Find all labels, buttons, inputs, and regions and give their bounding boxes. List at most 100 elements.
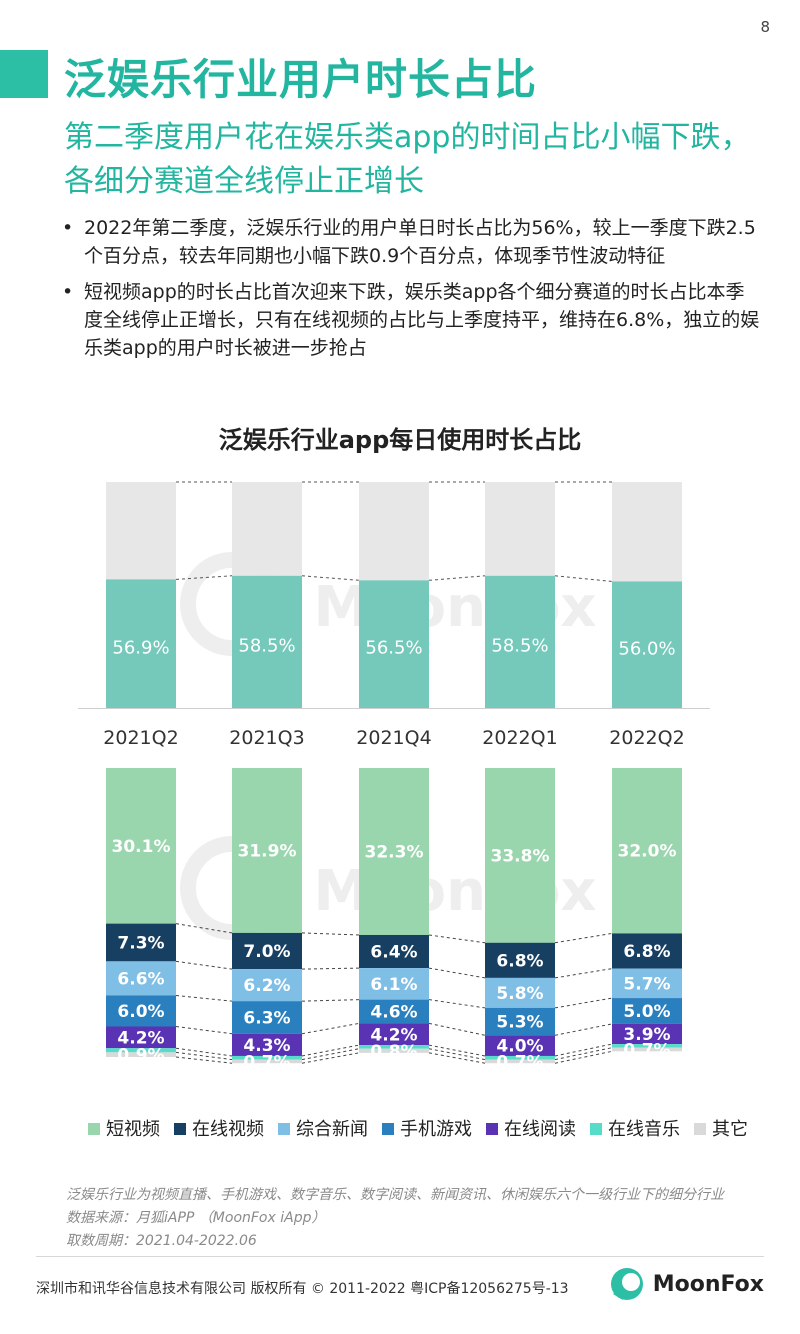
data-label: 58.5% (238, 636, 295, 657)
data-label: 7.0% (243, 942, 290, 962)
x-tick-label: 2022Q1 (482, 727, 557, 749)
data-label: 32.3% (365, 842, 424, 862)
page-number: 8 (760, 18, 770, 36)
bar-entertainment (232, 575, 302, 708)
x-tick-label: 2021Q4 (356, 727, 431, 749)
bar-segment (485, 1059, 555, 1064)
data-label: 6.2% (243, 976, 290, 996)
connector-line (175, 960, 233, 970)
bar-segment (232, 969, 302, 1002)
legend-swatch (694, 1123, 706, 1135)
bar-remainder (612, 482, 682, 582)
data-label: 6.0% (117, 1002, 164, 1022)
data-label: 31.9% (238, 841, 297, 861)
data-label: 0.8% (370, 1042, 417, 1062)
legend-swatch (382, 1123, 394, 1135)
connector-line (554, 1050, 613, 1064)
bar-segment (612, 1044, 682, 1048)
bar-entertainment (359, 580, 429, 708)
x-tick-label: 2021Q2 (103, 727, 178, 749)
data-label: 30.1% (112, 837, 171, 857)
connector-line (175, 1056, 233, 1064)
bar-entertainment (485, 575, 555, 708)
data-label: 7.3% (117, 933, 164, 953)
bar-segment (485, 768, 555, 943)
connector-line (301, 1022, 360, 1035)
chart-title: 泛娱乐行业app每日使用时长占比 (218, 426, 582, 454)
data-label: 33.8% (491, 846, 550, 866)
bar-segment (106, 1052, 176, 1058)
bar-segment (106, 768, 176, 924)
data-label: 56.9% (112, 637, 169, 658)
legend-label: 在线阅读 (504, 1119, 576, 1140)
legend-swatch (174, 1123, 186, 1135)
connector-line (301, 967, 360, 970)
data-label: 0.7% (496, 1052, 543, 1072)
legend-label: 手机游戏 (400, 1119, 472, 1140)
data-label: 3.9% (623, 1025, 670, 1045)
data-label: 6.6% (117, 969, 164, 989)
bar-remainder (106, 482, 176, 580)
x-tick-label: 2022Q2 (609, 727, 684, 749)
bullet-item: 2022年第二季度，泛娱乐行业的用户单日时长占比为56%，较上一季度下跌2.5个… (62, 214, 762, 270)
connector-line (554, 1043, 613, 1057)
copyright-text: 深圳市和讯华谷信息技术有限公司 版权所有 © 2011-2022 粤ICP备12… (36, 1281, 569, 1297)
data-label: 32.0% (618, 842, 677, 862)
data-label: 4.2% (117, 1028, 164, 1048)
legend-label: 综合新闻 (296, 1119, 368, 1140)
connector-line (175, 1051, 233, 1061)
bar-segment (106, 1048, 176, 1053)
legend-label: 在线音乐 (608, 1119, 680, 1140)
bar-segment (232, 1001, 302, 1034)
footnotes: 泛娱乐行业为视频直播、手机游戏、数字音乐、数字阅读、新闻资讯、休闲娱乐六个一级行… (66, 1184, 724, 1253)
bar-remainder (232, 482, 302, 576)
connector-line (428, 967, 486, 979)
bar-segment (359, 1023, 429, 1046)
data-label: 5.0% (623, 1002, 670, 1022)
connector-line (428, 934, 486, 944)
bar-segment (359, 1045, 429, 1049)
legend-swatch (88, 1123, 100, 1135)
bar-segment (232, 1059, 302, 1064)
legend-label: 在线视频 (192, 1119, 264, 1140)
brand-name: MoonFox (652, 1271, 764, 1297)
bar-segment (232, 932, 302, 970)
bar-remainder (359, 482, 429, 581)
data-label: 56.0% (618, 638, 675, 659)
bar-segment (359, 934, 429, 969)
connector-line (554, 932, 613, 944)
bar-segment (359, 999, 429, 1024)
bullet-item: 短视频app的时长占比首次迎来下跌，娱乐类app各个细分赛道的时长占比本季度全线… (62, 278, 762, 362)
connector-line (554, 968, 613, 979)
data-label: 5.3% (496, 1013, 543, 1033)
brand-logo: MoonFox (609, 1266, 764, 1302)
bar-segment (106, 1026, 176, 1049)
connector-line (554, 1023, 613, 1036)
legend-swatch (590, 1123, 602, 1135)
legend-swatch (486, 1123, 498, 1135)
bar-segment (106, 923, 176, 962)
connector-line (175, 1026, 233, 1035)
footer-divider (36, 1256, 764, 1257)
connector-line (428, 999, 486, 1009)
bullet-list: 2022年第二季度，泛娱乐行业的用户单日时长占比为56%，较上一季度下跌2.5个… (62, 214, 762, 370)
data-label: 0.7% (623, 1041, 670, 1061)
footnote: 取数周期：2021.04-2022.06 (66, 1233, 257, 1249)
bar-segment (232, 1055, 302, 1060)
data-label: 6.8% (496, 951, 543, 971)
data-label: 5.8% (496, 984, 543, 1004)
bar-segment (612, 1047, 682, 1052)
page-subtitle: 第二季度用户花在娱乐类app的时间占比小幅下跌，各细分赛道全线停止正增长 (64, 120, 751, 199)
bar-segment (359, 768, 429, 935)
data-label: 0.9% (117, 1046, 164, 1066)
bar-segment (106, 995, 176, 1027)
bar-segment (485, 977, 555, 1008)
data-label: 4.0% (496, 1037, 543, 1057)
data-label: 4.3% (243, 1036, 290, 1056)
connector-line (554, 1047, 613, 1061)
footnote: 数据来源：月狐iAPP （MoonFox iApp） (66, 1210, 326, 1226)
connector-line (554, 997, 613, 1009)
bar-remainder (485, 482, 555, 576)
bar-segment (106, 961, 176, 996)
